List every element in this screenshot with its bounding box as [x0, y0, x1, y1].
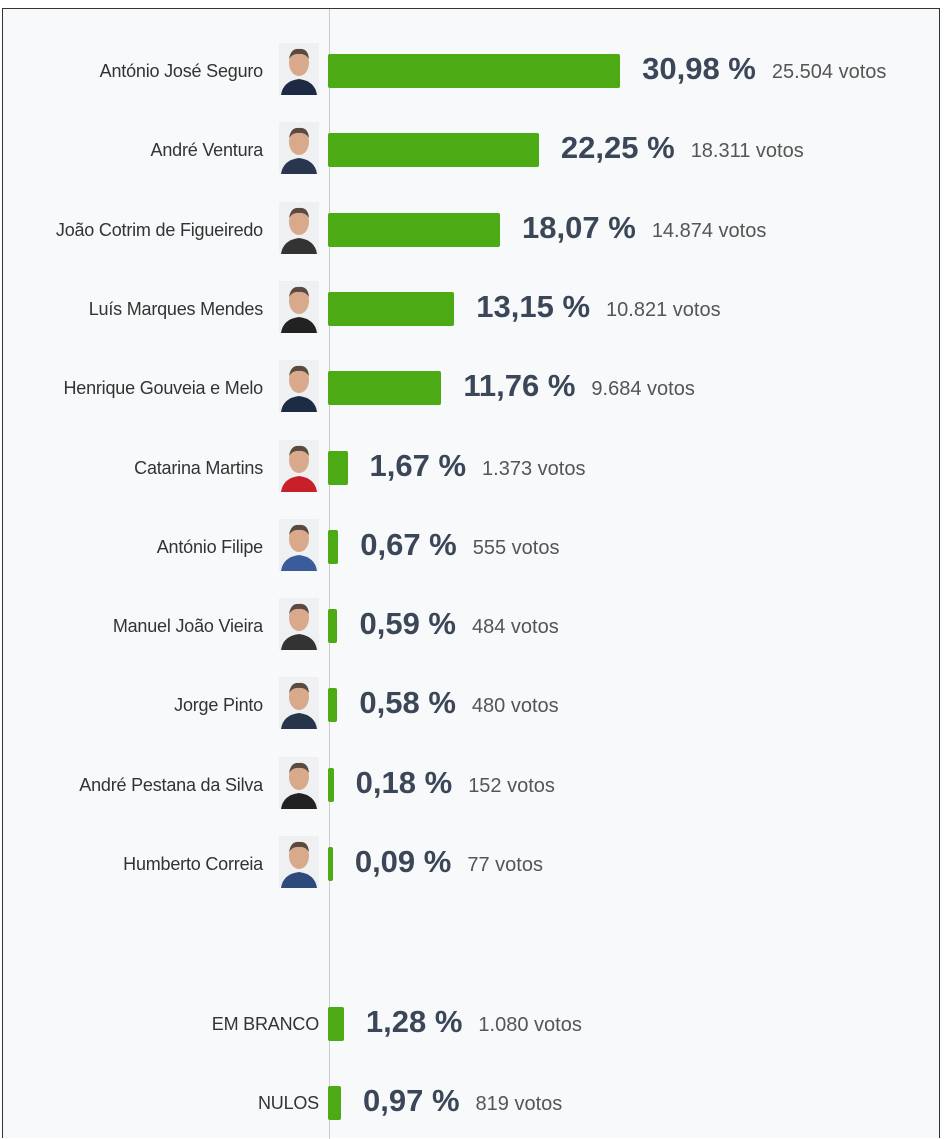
candidate-photo — [279, 122, 319, 175]
vote-label: 18.311 votos — [690, 140, 804, 163]
category-label: Henrique Gouveia e Melo — [63, 378, 263, 399]
category-label: João Cotrim de Figueiredo — [55, 219, 263, 240]
vote-label: 9.684 votos — [591, 378, 695, 401]
candidate-photo — [279, 677, 319, 730]
bar — [328, 529, 339, 564]
photo-art — [279, 836, 319, 888]
value-label: 0,09 % — [354, 844, 452, 879]
bar — [328, 371, 442, 406]
candidate-photo — [279, 598, 319, 651]
category-label: Luís Marques Mendes — [88, 298, 263, 319]
photo-art — [279, 518, 319, 571]
photo-art — [279, 43, 319, 95]
vote-label: 555 votos — [472, 536, 560, 559]
vote-label: 10.821 votos — [606, 298, 721, 321]
candidate-photo — [279, 439, 319, 492]
category-label: Humberto Correia — [123, 854, 263, 874]
value-label: 0,58 % — [359, 685, 456, 721]
category-label: André Pestana da Silva — [79, 774, 263, 795]
bar — [328, 767, 334, 802]
bar — [328, 291, 455, 326]
value-label: 30,98 % — [642, 51, 756, 86]
candidate-photo — [279, 280, 319, 333]
vote-label: 77 votos — [467, 854, 543, 876]
bar — [328, 54, 621, 88]
photo-art — [279, 201, 319, 254]
vote-label: 480 votos — [471, 695, 559, 718]
vote-label: 1.080 votos — [478, 1014, 582, 1036]
category-label: NULOS — [257, 1093, 319, 1114]
category-label: António Filipe — [156, 536, 263, 557]
value-label: 11,76 % — [463, 368, 576, 404]
candidate-photo — [279, 756, 319, 809]
axis-line — [329, 9, 330, 1139]
value-label: 0,67 % — [360, 526, 457, 562]
candidate-photo — [279, 43, 319, 95]
candidate-photo — [279, 201, 319, 254]
category-label: António José Seguro — [99, 61, 264, 81]
vote-label: 1.373 votos — [482, 457, 586, 480]
bar — [328, 609, 338, 644]
vote-label: 484 votos — [472, 616, 559, 639]
bar — [328, 450, 348, 485]
vote-label: 14.874 votos — [651, 219, 767, 242]
value-label: 13,15 % — [476, 288, 591, 324]
photo-art — [279, 360, 319, 413]
category-label: EM BRANCO — [211, 1014, 319, 1034]
value-label: 0,18 % — [355, 764, 453, 800]
bar — [328, 688, 338, 723]
candidate-photo — [279, 360, 319, 413]
bar — [328, 133, 539, 168]
photo-art — [279, 439, 319, 492]
value-label: 0,97 % — [363, 1083, 460, 1119]
category-label: André Ventura — [150, 140, 264, 161]
candidate-photo — [279, 836, 319, 888]
value-label: 1,28 % — [365, 1004, 463, 1039]
chart: António José Seguro 30,98 % 25.504 votos An… — [2, 8, 940, 1139]
value-label: 18,07 % — [522, 209, 636, 245]
bar — [328, 1007, 344, 1041]
vote-label: 25.504 votos — [771, 61, 887, 83]
value-label: 22,25 % — [560, 130, 675, 166]
bar — [328, 212, 501, 247]
candidate-photo — [279, 518, 319, 571]
vote-label: 152 votos — [468, 774, 555, 797]
value-label: 0,59 % — [359, 606, 456, 642]
category-label: Manuel João Vieira — [112, 616, 263, 637]
photo-art — [279, 677, 319, 730]
category-label: Jorge Pinto — [174, 695, 263, 716]
photo-art — [279, 122, 319, 175]
value-label: 1,67 % — [369, 447, 467, 483]
photo-art — [279, 756, 319, 809]
bar — [328, 1086, 342, 1121]
vote-label: 819 votos — [475, 1093, 563, 1116]
photo-art — [279, 598, 319, 651]
category-label: Catarina Martins — [134, 457, 263, 478]
photo-art — [279, 280, 319, 333]
bar — [328, 847, 333, 881]
